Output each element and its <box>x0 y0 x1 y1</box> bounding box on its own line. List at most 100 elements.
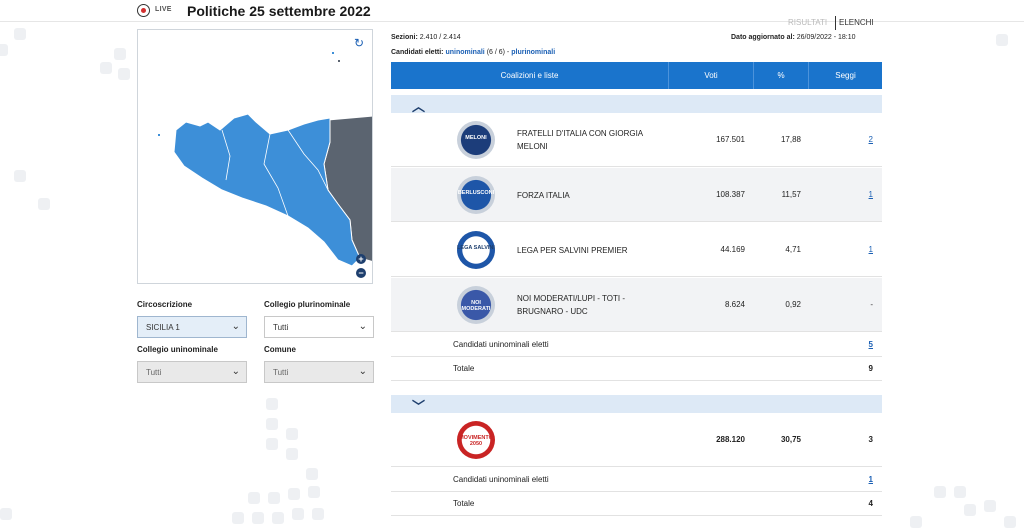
sezioni-label: Sezioni: <box>391 34 418 41</box>
chevron-down-icon: ⌄ <box>231 366 240 377</box>
totale-label: Totale <box>453 499 475 508</box>
list-votes: 108.387 <box>716 190 745 199</box>
aggiornato-info: Dato aggiornato al: 26/09/2022 - 18:10 <box>731 34 856 41</box>
comune-value: Tutti <box>273 368 289 377</box>
candidati-label: Candidati eletti: <box>391 49 444 56</box>
coalition-toggle-1[interactable]: ︿ <box>391 95 882 114</box>
circoscrizione-select[interactable]: SICILIA 1 ⌄ <box>137 316 247 338</box>
background-decoration <box>984 500 996 512</box>
top-bar: LIVE Politiche 25 settembre 2022 <box>0 0 1024 22</box>
chevron-down-icon: ⌄ <box>358 366 367 377</box>
results-table-header: Coalizioni e liste Voti % Seggi <box>391 62 882 89</box>
uninominale-value: Tutti <box>146 368 162 377</box>
background-decoration <box>118 68 130 80</box>
candidati-eletti-link[interactable]: 1 <box>868 475 873 484</box>
list-votes: 167.501 <box>716 135 745 144</box>
plurinominali-link[interactable]: plurinominali <box>511 49 556 56</box>
list-seats-link[interactable]: 2 <box>868 135 873 144</box>
background-decoration <box>964 504 976 516</box>
background-decoration <box>14 170 26 182</box>
island-mark <box>158 134 160 136</box>
zoom-in-icon[interactable]: + <box>356 254 366 264</box>
background-decoration <box>248 492 260 504</box>
tab-risultati[interactable]: RISULTATI <box>788 18 828 27</box>
forza-italia-logo: BERLUSCONI <box>457 176 495 214</box>
coalition-toggle-2[interactable]: ﹀ <box>391 395 882 414</box>
list-seats-link[interactable]: 1 <box>868 190 873 199</box>
comune-label: Comune <box>264 345 296 354</box>
candidati-eletti-link[interactable]: 5 <box>868 340 873 349</box>
background-decoration <box>272 512 284 524</box>
circoscrizione-label: Circoscrizione <box>137 300 193 309</box>
aggiornato-value: 26/09/2022 - 18:10 <box>796 34 856 41</box>
sezioni-value: 2.410 / 2.414 <box>419 34 461 41</box>
uninominale-select[interactable]: Tutti ⌄ <box>137 361 247 383</box>
list-seats-link[interactable]: 1 <box>868 245 873 254</box>
list-percent: 30,75 <box>780 435 801 444</box>
lega-logo: LEGA SALVINI <box>457 231 495 269</box>
header-seggi[interactable]: Seggi <box>808 62 882 89</box>
candidati-eletti-info: Candidati eletti: uninominali (6 / 6) - … <box>391 49 555 56</box>
background-decoration <box>252 512 264 524</box>
list-seats: - <box>870 300 873 309</box>
list-votes: 288.120 <box>716 435 745 444</box>
noi-moderati-logo: NOI MODERATI <box>457 286 495 324</box>
totale-row: Totale 4 <box>391 492 882 516</box>
candidati-eletti-label: Candidati uninominali eletti <box>453 475 549 484</box>
background-decoration <box>0 508 12 520</box>
list-name: FORZA ITALIA <box>517 190 570 200</box>
list-percent: 4,71 <box>785 245 801 254</box>
table-row: MOVIMENTO 2050 288.120 30,75 3 <box>391 413 882 467</box>
island-mark <box>338 60 340 62</box>
background-decoration <box>996 34 1008 46</box>
header-coalizioni[interactable]: Coalizioni e liste <box>500 71 559 80</box>
background-decoration <box>934 486 946 498</box>
region-map[interactable]: ↻ + − <box>137 29 373 284</box>
candidati-eletti-row: Candidati uninominali eletti 5 <box>391 333 882 357</box>
totale-value: 9 <box>868 364 873 373</box>
totale-label: Totale <box>453 364 475 373</box>
background-decoration <box>954 486 966 498</box>
tab-elenchi[interactable]: ELENCHI <box>839 18 874 27</box>
candidati-eletti-label: Candidati uninominali eletti <box>453 340 549 349</box>
list-percent: 11,57 <box>781 190 801 199</box>
list-votes: 8.624 <box>724 300 745 309</box>
background-decoration <box>266 438 278 450</box>
list-name: FRATELLI D'ITALIA CON GIORGIA MELONI <box>517 129 643 151</box>
totale-value: 4 <box>868 499 873 508</box>
background-decoration <box>38 198 50 210</box>
zoom-out-icon[interactable]: − <box>356 268 366 278</box>
comune-select[interactable]: Tutti ⌄ <box>264 361 374 383</box>
list-votes: 44.169 <box>720 245 745 254</box>
background-decoration <box>286 448 298 460</box>
background-decoration <box>232 512 244 524</box>
background-decoration <box>312 508 324 520</box>
page-title: Politiche 25 settembre 2022 <box>187 3 371 19</box>
sezioni-info: Sezioni: 2.410 / 2.414 <box>391 34 461 41</box>
background-decoration <box>1004 516 1016 528</box>
background-decoration <box>268 492 280 504</box>
table-row: LEGA SALVINI LEGA PER SALVINI PREMIER 44… <box>391 223 882 277</box>
movimento-5-stelle-logo: MOVIMENTO 2050 <box>457 421 495 459</box>
table-row: MELONI FRATELLI D'ITALIA CON GIORGIA MEL… <box>391 113 882 167</box>
totale-row: Totale 9 <box>391 357 882 381</box>
background-decoration <box>292 508 304 520</box>
list-name <box>517 413 667 467</box>
list-percent: 0,92 <box>785 300 801 309</box>
refresh-icon[interactable]: ↻ <box>354 36 365 50</box>
live-label: LIVE <box>155 6 172 13</box>
background-decoration <box>266 398 278 410</box>
sicily-map[interactable] <box>138 30 373 284</box>
header-percent[interactable]: % <box>753 62 808 89</box>
chevron-down-icon: ﹀ <box>412 399 426 414</box>
header-voti[interactable]: Voti <box>668 62 753 89</box>
list-name: LEGA PER SALVINI PREMIER <box>517 245 628 255</box>
plurinominale-select[interactable]: Tutti ⌄ <box>264 316 374 338</box>
table-row: BERLUSCONI FORZA ITALIA 108.387 11,57 1 <box>391 168 882 222</box>
background-decoration <box>100 62 112 74</box>
list-seats: 3 <box>868 435 873 444</box>
background-decoration <box>286 428 298 440</box>
uninominali-link[interactable]: uninominali <box>445 49 485 56</box>
background-decoration <box>266 418 278 430</box>
uninominale-label: Collegio uninominale <box>137 345 218 354</box>
